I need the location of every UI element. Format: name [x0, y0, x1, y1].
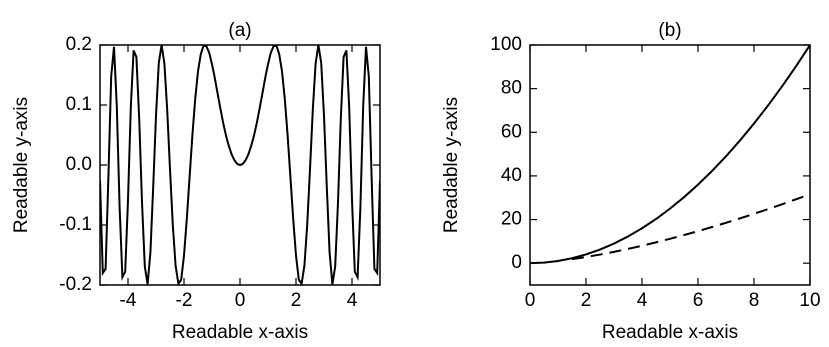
- y-tick-label: -0.2: [59, 274, 92, 295]
- y-axis-label: Readable y-axis: [11, 97, 32, 233]
- y-tick-label: 20: [501, 209, 522, 230]
- y-tick-label: -0.1: [59, 214, 92, 235]
- panel-title: (a): [228, 20, 251, 41]
- y-tick-label: 40: [501, 165, 522, 186]
- x-tick-label: 4: [347, 290, 358, 311]
- x-tick-label: 10: [799, 290, 820, 311]
- y-tick-label: 0.0: [66, 154, 92, 175]
- y-tick-label: 0: [511, 252, 522, 273]
- y-tick-label: 80: [501, 78, 522, 99]
- x-tick-label: 6: [693, 290, 704, 311]
- x-tick-label: -4: [120, 290, 137, 311]
- x-axis-label: Readable x-axis: [602, 322, 738, 343]
- data-line: [530, 45, 810, 265]
- y-tick-label: 100: [490, 34, 522, 55]
- x-tick-label: 0: [235, 290, 246, 311]
- data-line: [571, 193, 810, 261]
- y-tick-label: 60: [501, 121, 522, 142]
- y-axis-label: Readable y-axis: [441, 97, 462, 233]
- x-tick-label: 2: [291, 290, 302, 311]
- data-line: [100, 45, 380, 285]
- x-tick-label: 4: [637, 290, 648, 311]
- x-tick-label: 2: [581, 290, 592, 311]
- x-tick-label: 0: [525, 290, 536, 311]
- x-axis-label: Readable x-axis: [172, 322, 308, 343]
- panel-title: (b): [658, 20, 681, 41]
- y-tick-label: 0.1: [66, 94, 92, 115]
- plot-frame: [529, 44, 811, 286]
- y-tick-label: 0.2: [66, 34, 92, 55]
- x-tick-label: -2: [176, 290, 193, 311]
- x-tick-label: 8: [749, 290, 760, 311]
